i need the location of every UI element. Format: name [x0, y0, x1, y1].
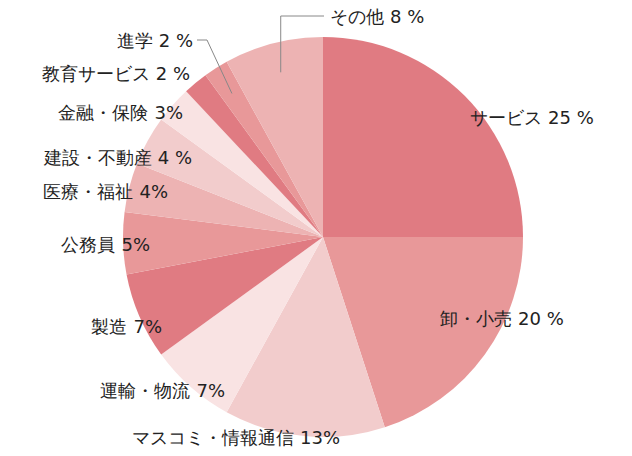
data-label: 運輸・物流 7% — [100, 380, 225, 401]
label-category: 建設・不動産 — [43, 147, 152, 168]
label-category: サービス — [470, 107, 542, 128]
label-category: その他 — [330, 6, 384, 27]
labels: サービス 25 % 卸・小売 20 % マスコミ・情報通信 13% 運輸・物流 7% 製造 7% 公… — [42, 6, 594, 448]
pie-slice — [323, 37, 523, 237]
data-label: 卸・小売 20 % — [440, 308, 564, 329]
label-category: 公務員 — [61, 234, 115, 255]
leader-line — [197, 40, 232, 93]
label-value: 7% — [133, 316, 162, 337]
label-category: 金融・保険 — [58, 102, 148, 123]
label-category: マスコミ・情報通信 — [132, 427, 294, 448]
pie-group — [123, 37, 523, 437]
data-label: 公務員 5% — [61, 234, 150, 255]
pie-slice — [227, 37, 323, 237]
label-category: 教育サービス — [42, 63, 150, 84]
data-label: 進学 2 % — [117, 30, 193, 51]
chart-svg: サービス 25 % 卸・小売 20 % マスコミ・情報通信 13% 運輸・物流 7% 製造 7% 公… — [0, 0, 632, 456]
data-label: その他 8 % — [330, 6, 424, 27]
label-category: 運輸・物流 — [100, 380, 190, 401]
label-category: 医療・福祉 — [43, 181, 133, 202]
label-value: 7% — [196, 380, 225, 401]
data-label: 建設・不動産 4 % — [43, 147, 192, 168]
label-value: 4% — [139, 181, 168, 202]
label-value: 20 % — [518, 308, 564, 329]
leader-line — [281, 16, 324, 72]
chart-container: サービス 25 % 卸・小売 20 % マスコミ・情報通信 13% 運輸・物流 7% 製造 7% 公… — [0, 0, 632, 456]
data-label: サービス 25 % — [470, 107, 594, 128]
data-label: 教育サービス 2 % — [42, 63, 190, 84]
label-value: 5% — [121, 234, 150, 255]
data-label: マスコミ・情報通信 13% — [132, 427, 340, 448]
label-value: 8 % — [390, 6, 424, 27]
label-value: 2 % — [159, 30, 193, 51]
data-label: 医療・福祉 4% — [43, 181, 168, 202]
data-label: 製造 7% — [91, 316, 162, 337]
label-category: 卸・小売 — [440, 308, 512, 329]
label-value: 2 % — [156, 63, 190, 84]
label-value: 4 % — [158, 147, 192, 168]
label-value: 3% — [154, 102, 183, 123]
label-value: 13% — [300, 427, 340, 448]
label-category: 進学 — [117, 30, 153, 51]
label-value: 25 % — [548, 107, 594, 128]
data-label: 金融・保険 3% — [58, 102, 183, 123]
label-category: 製造 — [91, 316, 127, 337]
